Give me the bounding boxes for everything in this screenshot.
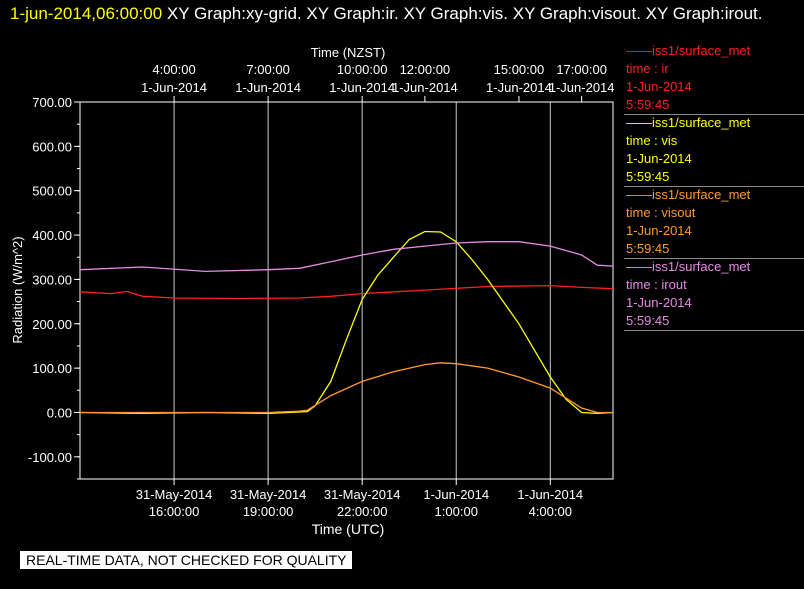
legend-label: time : ir bbox=[626, 61, 669, 76]
legend-separator bbox=[624, 114, 804, 115]
legend-separator bbox=[624, 258, 804, 259]
series-line-ir bbox=[79, 284, 614, 300]
chart-axes: 31-May-2014 16:00:00 31-May-2014 19:00:00 31… bbox=[28, 62, 615, 519]
y-tick-label: 500.00 bbox=[32, 184, 72, 199]
x2-tick-date: 1-Jun-2014 bbox=[486, 80, 552, 95]
legend-source: ——iss1/surface_met bbox=[626, 187, 751, 202]
x2-tick-time: 10:00:00 bbox=[337, 62, 388, 77]
quality-disclaimer: REAL-TIME DATA, NOT CHECKED FOR QUALITY bbox=[20, 551, 353, 569]
x2-tick-time: 12:00:00 bbox=[400, 62, 451, 77]
header-timestamp: 1-jun-2014,06:00:00 bbox=[10, 4, 163, 23]
x2-tick-time: 15:00:00 bbox=[494, 62, 545, 77]
y-tick-label: 700.00 bbox=[32, 95, 72, 110]
chart-series bbox=[79, 230, 614, 415]
legend-separator bbox=[624, 186, 804, 187]
chart-grid bbox=[173, 102, 551, 479]
x2-tick-date: 1-Jun-2014 bbox=[392, 80, 458, 95]
x-axis-label: Time (UTC) bbox=[312, 521, 385, 537]
x2-axis-label: Time (NZST) bbox=[311, 45, 386, 60]
legend-separator bbox=[624, 330, 804, 331]
x-tick-date: 31-May-2014 bbox=[324, 487, 401, 502]
header-graph-list: XY Graph:xy-grid. XY Graph:ir. XY Graph:… bbox=[162, 4, 763, 23]
y-tick-label: 100.00 bbox=[32, 361, 72, 376]
y-tick-label: 300.00 bbox=[32, 272, 72, 287]
x-tick-date: 1-Jun-2014 bbox=[517, 487, 583, 502]
legend-time: 5:59:45 bbox=[626, 97, 670, 112]
y-tick-label: 200.00 bbox=[32, 317, 72, 332]
x-tick-time: 4:00:00 bbox=[529, 504, 572, 519]
series-line-visout bbox=[80, 362, 613, 414]
y-tick-label: 0.00 bbox=[47, 405, 72, 420]
series-line-vis bbox=[79, 230, 614, 415]
legend-label: time : visout bbox=[626, 205, 696, 220]
x-tick-date: 31-May-2014 bbox=[136, 487, 213, 502]
legend-source: ——iss1/surface_met bbox=[626, 43, 751, 58]
x2-tick-time: 7:00:00 bbox=[246, 62, 289, 77]
legend-date: 1-Jun-2014 bbox=[626, 151, 692, 166]
y-axis-label: Radiation (W/m^2) bbox=[10, 236, 25, 343]
x2-tick-date: 1-Jun-2014 bbox=[549, 80, 615, 95]
legend-source: ——iss1/surface_met bbox=[626, 115, 751, 130]
legend-label: time : vis bbox=[626, 133, 678, 148]
x2-tick-date: 1-Jun-2014 bbox=[235, 80, 301, 95]
x2-tick-date: 1-Jun-2014 bbox=[141, 80, 207, 95]
y-tick-label: 400.00 bbox=[32, 228, 72, 243]
plot-frame bbox=[79, 101, 614, 480]
x-tick-time: 22:00:00 bbox=[337, 504, 388, 519]
y-tick-label: 600.00 bbox=[32, 139, 72, 154]
legend-date: 1-Jun-2014 bbox=[626, 79, 692, 94]
legend-date: 1-Jun-2014 bbox=[626, 223, 692, 238]
x-tick-time: 1:00:00 bbox=[435, 504, 478, 519]
x-tick-time: 19:00:00 bbox=[243, 504, 294, 519]
legend-time: 5:59:45 bbox=[626, 169, 670, 184]
legend-time: 5:59:45 bbox=[626, 313, 670, 328]
legend-date: 1-Jun-2014 bbox=[626, 295, 692, 310]
y-tick-label: -100.00 bbox=[28, 450, 72, 465]
x-tick-date: 1-Jun-2014 bbox=[423, 487, 489, 502]
graph-header: 1-jun-2014,06:00:00 XY Graph:xy-grid. XY… bbox=[10, 2, 800, 25]
x2-tick-time: 17:00:00 bbox=[556, 62, 607, 77]
x2-tick-date: 1-Jun-2014 bbox=[329, 80, 395, 95]
x-tick-date: 31-May-2014 bbox=[230, 487, 307, 502]
series-line-irout bbox=[79, 241, 614, 273]
legend-time: 5:59:45 bbox=[626, 241, 670, 256]
legend-label: time : irout bbox=[626, 277, 687, 292]
x2-tick-time: 4:00:00 bbox=[152, 62, 195, 77]
legend-source: ——iss1/surface_met bbox=[626, 259, 751, 274]
x-tick-time: 16:00:00 bbox=[149, 504, 200, 519]
